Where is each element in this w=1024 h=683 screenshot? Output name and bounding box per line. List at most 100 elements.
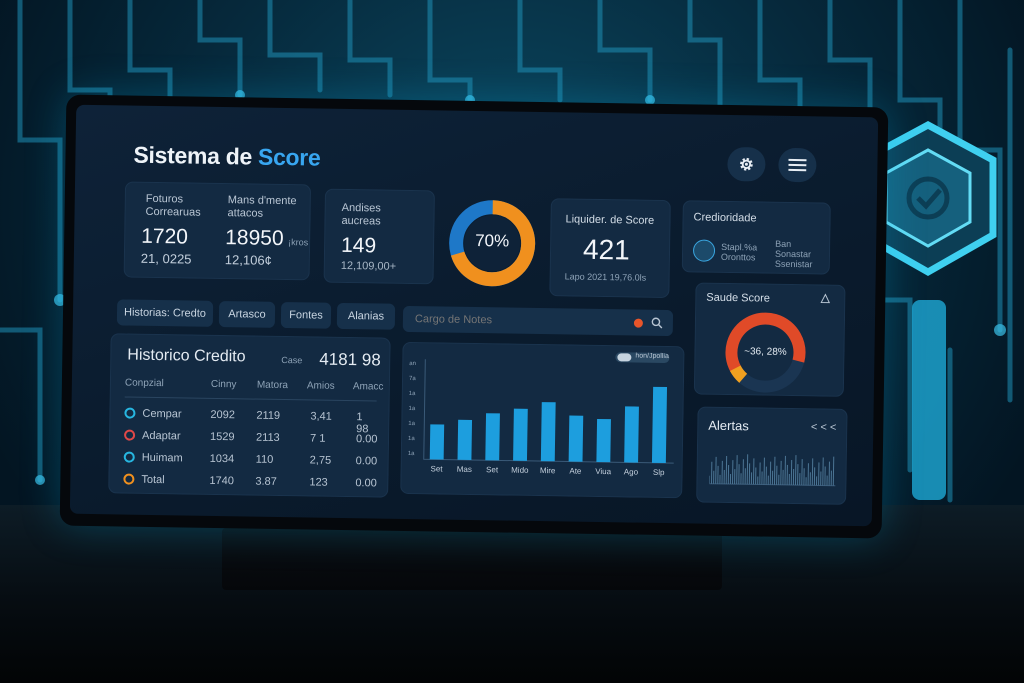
x-tick-label: Slp: [653, 468, 665, 477]
historico-title: Historico Credito: [127, 346, 246, 366]
kpi1-value: 1720: [141, 224, 189, 249]
row-c2: 2113: [255, 431, 280, 444]
kpi-card-analises: Andises aucreas 149 12,109,00+: [323, 188, 435, 285]
kpi2-label: Mans d'mente attacos: [227, 194, 297, 220]
bar-ago[interactable]: [624, 406, 639, 463]
y-tick-label: 1a: [408, 421, 415, 427]
kpi1-label: Foturos Correaruas: [145, 192, 201, 219]
bar-viua[interactable]: [596, 418, 611, 463]
row-c2: 110: [255, 453, 274, 466]
kpi1-sub: 21, 0225: [140, 250, 192, 267]
bar-slp[interactable]: [651, 386, 668, 464]
y-tick-label: an: [409, 361, 416, 367]
row-c1: 2092: [210, 408, 235, 422]
row-c1: 1740: [209, 474, 234, 488]
score-donut: 70%: [443, 195, 540, 292]
bar-set[interactable]: [429, 424, 445, 460]
saude-label: ~36, 28%: [744, 346, 787, 358]
table-header: Conpzial Cinny Matora Amios Amacc: [124, 377, 384, 393]
kpi2-unit: ¡kros: [288, 237, 309, 248]
x-tick-label: Set: [430, 464, 443, 473]
row-c4: 0.00: [355, 477, 377, 490]
row-name: Total: [141, 473, 165, 487]
y-tick-label: 1a: [408, 406, 415, 412]
monitor: Sistema de Score Foturos Correaruas 1720…: [59, 94, 889, 539]
y-tick-label: 1a: [409, 391, 416, 397]
status-dot: [633, 318, 643, 328]
kpi2-sub: 12,106¢: [224, 252, 272, 268]
table-row[interactable]: Total 1740 3.87 123 0.00: [123, 471, 377, 495]
tab-fontes[interactable]: Fontes: [280, 301, 332, 329]
x-tick-label: Set: [486, 465, 499, 474]
kpi3-sub: 12,109,00+: [340, 259, 397, 273]
hamburger-icon: [788, 158, 807, 172]
row-status-icon: [123, 473, 135, 485]
row-status-icon: [124, 407, 136, 419]
case-label: Case: [281, 354, 303, 366]
tab-artasco[interactable]: Artasco: [218, 300, 276, 328]
tab-historias[interactable]: Historias: Credto: [116, 299, 214, 327]
score-card: Liquider. de Score 421 Lapo 2021 19,76.0…: [549, 198, 671, 299]
bar-mido[interactable]: [513, 408, 528, 461]
menu-button[interactable]: [778, 147, 817, 183]
table-row[interactable]: Cempar 2092 2119 3,41 1 98: [124, 405, 374, 435]
search-box[interactable]: [402, 305, 674, 337]
x-tick-label: Mido: [511, 466, 529, 475]
y-tick-label: 7a: [409, 376, 416, 382]
score-value: 421: [582, 233, 631, 266]
search-input[interactable]: [414, 313, 616, 329]
table-row[interactable]: Adaptar 1529 2113 7 1 0.00: [124, 427, 378, 451]
x-tick-label: Ate: [569, 467, 582, 476]
row-c1: 1529: [209, 430, 235, 444]
score-sub: Lapo 2021 19,76.0ls: [564, 271, 647, 283]
row-status-icon: [124, 429, 136, 441]
row-name: Huimam: [141, 451, 183, 465]
y-tick-label: 1a: [408, 451, 415, 457]
row-c4: 0.00: [355, 433, 378, 446]
row-name: Cempar: [142, 407, 182, 421]
alertas-nav[interactable]: < < <: [810, 421, 837, 434]
dashboard-screen: Sistema de Score Foturos Correaruas 1720…: [69, 104, 879, 527]
row-c3: 7 1: [309, 432, 326, 445]
kpi-card-primary: Foturos Correaruas 1720 21, 0225 Mans d'…: [123, 181, 312, 281]
x-tick-label: Mas: [457, 465, 472, 474]
alertas-card: Alertas < < <: [696, 406, 848, 505]
donut-label: 70%: [475, 231, 510, 251]
credito-row2: Ban Sonastar Ssenistar: [774, 238, 813, 270]
bar-chart-card: hon/Jpollia an 7a 1a 1a 1a 1a 1a Set Mas Set Mido M…: [400, 341, 685, 499]
saude-donut: [725, 312, 806, 393]
credioridade-title: Credioridade: [693, 211, 757, 225]
bar-ate[interactable]: [568, 415, 584, 462]
row-c4: 0.00: [355, 455, 378, 468]
chart-axis: [423, 359, 674, 464]
credito-row1: Stapl.%a Oronttos: [720, 241, 758, 263]
gear-icon: [740, 157, 753, 171]
row-c2: 2119: [256, 409, 281, 422]
kpi3-value: 149: [340, 233, 377, 258]
bar-set[interactable]: [485, 413, 500, 461]
shield-icon: [859, 121, 997, 500]
search-icon[interactable]: [651, 317, 663, 329]
kpi2-value: 18950: [225, 226, 284, 250]
bar-mire[interactable]: [540, 402, 556, 462]
credioridade-card: Credioridade Stapl.%a Oronttos Ban Sonasta…: [681, 200, 831, 275]
score-label: Liquider. de Score: [565, 213, 655, 227]
historico-credito-card: Historico Credito Case 4181 98 Conpzial …: [108, 333, 391, 498]
case-value: 4181 98: [319, 349, 381, 370]
row-c3: 3,41: [310, 410, 332, 423]
kpi3-label: Andises aucreas: [341, 201, 381, 228]
row-name: Adaptar: [141, 429, 181, 443]
saude-score-card: Saude Score ~36, 28%: [693, 282, 846, 397]
alertas-sparkline: [709, 454, 836, 487]
credit-avatar-icon: [692, 239, 716, 262]
warning-icon[interactable]: [820, 293, 831, 304]
tab-alanias[interactable]: Alanias: [336, 302, 396, 330]
row-status-icon: [123, 451, 135, 463]
monitor-stand: [222, 528, 722, 590]
table-row[interactable]: Huimam 1034 110 2,75 0.00: [123, 449, 377, 473]
alertas-title: Alertas: [708, 417, 749, 434]
row-c3: 2,75: [309, 454, 332, 467]
bar-chart: an 7a 1a 1a 1a 1a 1a Set Mas Set Mido Mire Ate Viua Ag…: [408, 359, 674, 477]
bar-mas[interactable]: [457, 419, 473, 460]
settings-button[interactable]: [727, 146, 766, 182]
